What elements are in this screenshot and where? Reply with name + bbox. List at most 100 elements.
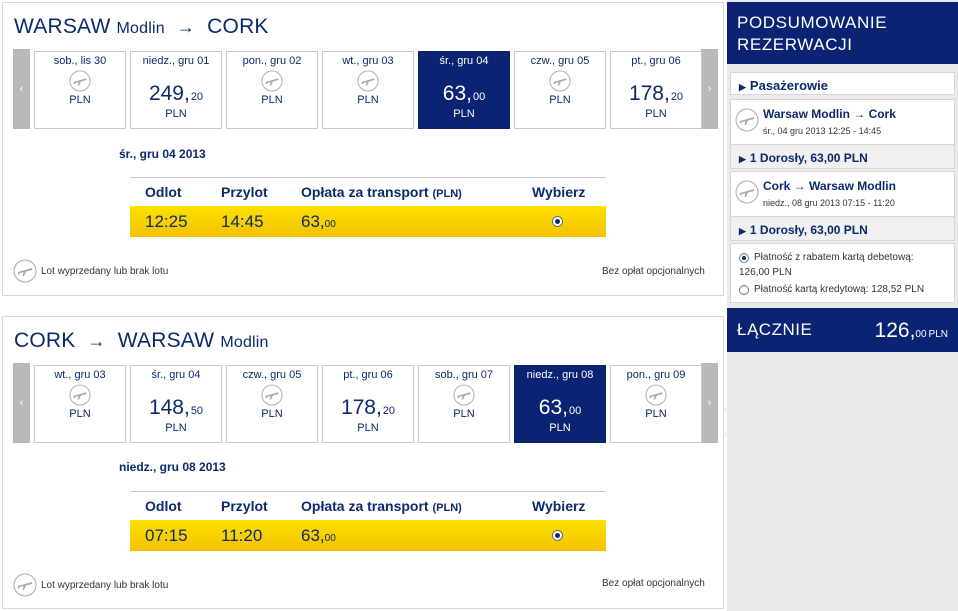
destination-city: CORK <box>207 15 269 38</box>
origin-city: WARSAW <box>14 15 111 38</box>
date-cell[interactable]: wt., gru 03 PLN <box>322 51 414 129</box>
payment-credit-option[interactable]: Płatność kartą kredytową: 128,52 PLN <box>739 282 954 298</box>
fare-price: 178,20 <box>323 396 413 422</box>
next-dates-button[interactable]: › <box>701 363 718 443</box>
payment-credit-radio[interactable] <box>739 285 749 295</box>
date-label: wt., gru 03 <box>54 369 106 381</box>
plane-circle-icon <box>69 70 91 92</box>
summary-heading: PODSUMOWANIE REZERWACJI <box>727 2 958 64</box>
date-cell[interactable]: śr., gru 04 63,00 PLN <box>418 51 510 129</box>
date-cell[interactable]: niedz., gru 08 63,00 PLN <box>514 365 606 443</box>
currency-label: PLN <box>549 422 571 434</box>
depart-time: 07:15 <box>145 526 188 545</box>
date-label: sob., lis 30 <box>53 55 107 67</box>
origin-city: CORK <box>14 329 76 352</box>
date-cell[interactable]: pon., gru 09 PLN <box>610 365 702 443</box>
price-decimal: 20 <box>382 405 396 417</box>
payment-debit-option[interactable]: Płatność z rabatem kartą debetową: <box>739 250 954 266</box>
date-label: niedz., gru 01 <box>142 55 210 67</box>
date-cell[interactable]: pt., gru 06 178,20 PLN <box>322 365 414 443</box>
passengers-toggle[interactable]: ▶ Pasażerowie <box>730 72 955 95</box>
arrive-time: 14:45 <box>221 212 264 231</box>
date-label: śr., gru 04 <box>151 369 201 381</box>
date-label: pt., gru 06 <box>343 369 393 381</box>
route-arrow: → <box>176 17 196 37</box>
currency-label: PLN <box>69 94 91 106</box>
date-cell[interactable]: czw., gru 05 PLN <box>514 51 606 129</box>
leg-time: niedz., 08 gru 2013 07:15 - 11:20 <box>763 198 895 208</box>
plane-circle-icon <box>357 70 379 92</box>
date-cell[interactable]: niedz., gru 01 249,20 PLN <box>130 51 222 129</box>
fees-note: Bez opłat opcjonalnych <box>602 266 705 277</box>
prev-dates-button[interactable]: ‹ <box>13 49 30 129</box>
expand-triangle-icon: ▶ <box>739 154 746 164</box>
summary-heading-line1: PODSUMOWANIE <box>737 13 888 32</box>
summary-leg-outbound: Warsaw Modlin → Cork śr., 04 gru 2013 12… <box>730 99 955 169</box>
price-main: 249, <box>148 82 190 105</box>
price-main: 63, <box>538 396 568 419</box>
date-cell[interactable]: pon., gru 02 PLN <box>226 51 318 129</box>
col-arrive: Przylot <box>221 498 268 514</box>
price-decimal: 50 <box>190 405 204 417</box>
arrive-time: 11:20 <box>221 526 263 545</box>
leg-route: Warsaw Modlin → Cork <box>763 107 896 121</box>
date-label: czw., gru 05 <box>242 369 302 381</box>
col-fare-label: Opłata za transport <box>301 498 429 514</box>
passengers-label: Pasażerowie <box>749 78 828 93</box>
payment-debit-radio[interactable] <box>739 253 749 263</box>
date-label: pon., gru 02 <box>242 55 302 67</box>
fare-price: 63,00 <box>301 526 336 546</box>
return-date-strip: ‹ › wt., gru 03 PLN śr., gru 04 148,50 PLN cz… <box>13 363 718 443</box>
col-fare-label: Opłata za transport <box>301 184 429 200</box>
date-cell[interactable]: pt., gru 06 178,20 PLN <box>610 51 702 129</box>
prev-dates-button[interactable]: ‹ <box>13 363 30 443</box>
date-cell[interactable]: śr., gru 04 148,50 PLN <box>130 365 222 443</box>
price-decimal: 00 <box>472 91 486 103</box>
date-cell[interactable]: czw., gru 05 PLN <box>226 365 318 443</box>
plane-circle-icon <box>645 384 667 406</box>
currency-label: PLN <box>645 408 667 420</box>
total-amount: 126,00 PLN <box>875 319 948 343</box>
selected-date-label: niedz., gru 08 2013 <box>119 460 226 474</box>
price-decimal: 20 <box>670 91 684 103</box>
currency-label: PLN <box>453 408 475 420</box>
destination-city: WARSAW <box>117 329 215 352</box>
currency-label: PLN <box>453 108 475 120</box>
select-flight-radio[interactable] <box>552 530 563 541</box>
select-flight-radio[interactable] <box>552 216 563 227</box>
date-cell[interactable]: sob., lis 30 PLN <box>34 51 126 129</box>
price-main: 178, <box>340 396 382 419</box>
payment-debit-amount: 126,00 PLN <box>739 267 792 278</box>
price-main: 148, <box>148 396 190 419</box>
leg-passenger-price[interactable]: ▶ 1 Dorosły, 63,00 PLN <box>731 216 954 240</box>
outbound-route-title: WARSAW Modlin → CORK <box>14 15 269 39</box>
col-fare: Opłata za transport (PLN) <box>301 498 462 514</box>
price-main: 63, <box>442 82 472 105</box>
next-dates-button[interactable]: › <box>701 49 718 129</box>
return-route-title: CORK → WARSAW Modlin <box>14 329 269 353</box>
leg-time: śr., 04 gru 2013 12:25 - 14:45 <box>763 126 882 136</box>
leg-passenger-price[interactable]: ▶ 1 Dorosły, 63,00 PLN <box>731 144 954 168</box>
date-cell[interactable]: wt., gru 03 PLN <box>34 365 126 443</box>
plane-circle-icon <box>13 573 37 597</box>
date-label: pt., gru 06 <box>631 55 681 67</box>
expand-triangle-icon: ▶ <box>739 226 746 236</box>
outbound-date-strip: ‹ › sob., lis 30 PLN niedz., gru 01 249,20 P… <box>13 49 718 129</box>
sold-out-note: Lot wyprzedany lub brak lotu <box>41 579 169 591</box>
return-flight-panel: CORK → WARSAW Modlin ‹ › wt., gru 03 PLN ś… <box>2 316 724 609</box>
fare-price: 249,20 <box>131 82 221 108</box>
route-arrow: → <box>87 331 106 351</box>
flight-row[interactable]: 12:25 14:45 63,00 <box>130 206 606 237</box>
flight-row[interactable]: 07:15 11:20 63,00 <box>130 520 606 551</box>
origin-airport: Modlin <box>116 20 165 37</box>
currency-label: PLN <box>357 422 379 434</box>
fare-price: 63,00 <box>515 396 605 422</box>
total-main: 126, <box>874 319 916 342</box>
fare-decimal: 00 <box>324 533 336 544</box>
date-cell[interactable]: sob., gru 07 PLN <box>418 365 510 443</box>
col-select: Wybierz <box>532 498 586 514</box>
payment-credit-label: Płatność kartą kredytową: 128,52 PLN <box>754 284 925 295</box>
leg-pax-text: 1 Dorosły, 63,00 PLN <box>749 223 868 237</box>
currency-label: PLN <box>357 94 379 106</box>
currency-label: PLN <box>261 408 283 420</box>
